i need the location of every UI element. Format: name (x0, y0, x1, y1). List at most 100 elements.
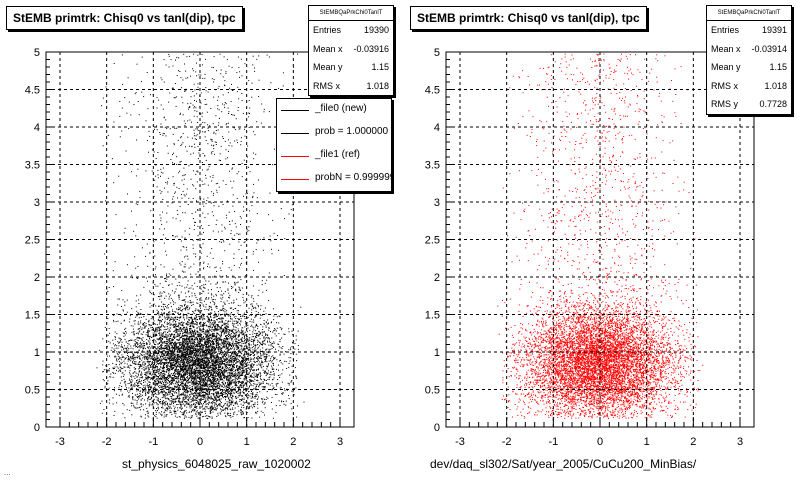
scatter-point (271, 367, 273, 369)
scatter-point (228, 65, 230, 67)
scatter-point (226, 389, 228, 391)
scatter-point (180, 350, 182, 352)
scatter-point (196, 181, 198, 183)
scatter-point (177, 409, 179, 411)
scatter-point (169, 351, 171, 353)
scatter-point (264, 356, 266, 357)
scatter-point (224, 84, 226, 86)
scatter-point (233, 374, 235, 376)
scatter-point (272, 379, 274, 381)
scatter-point (136, 363, 138, 365)
scatter-point (216, 329, 218, 331)
scatter-point (200, 365, 202, 367)
scatter-point (178, 380, 180, 382)
scatter-point (235, 400, 237, 402)
scatter-point (174, 343, 176, 345)
scatter-point (198, 357, 200, 359)
scatter-point (209, 318, 210, 320)
scatter-point (215, 283, 217, 285)
scatter-point (102, 338, 104, 340)
scatter-point (182, 338, 183, 340)
scatter-point (202, 153, 204, 154)
scatter-point (215, 224, 217, 225)
scatter-point (159, 351, 161, 353)
scatter-point (191, 321, 193, 323)
scatter-point (222, 375, 224, 377)
scatter-point (168, 293, 170, 295)
scatter-point (204, 344, 206, 345)
scatter-point (205, 392, 207, 394)
scatter-point (226, 375, 227, 377)
scatter-point (225, 397, 227, 399)
scatter-point (231, 322, 233, 324)
scatter-point (130, 356, 132, 358)
scatter-point (222, 363, 223, 364)
scatter-point (191, 366, 193, 368)
scatter-point (129, 382, 131, 384)
scatter-point (232, 314, 234, 316)
scatter-point (263, 320, 265, 321)
scatter-point (163, 412, 165, 414)
scatter-point (191, 398, 193, 400)
scatter-point (195, 128, 197, 130)
scatter-point (164, 318, 166, 320)
scatter-point (233, 412, 234, 414)
scatter-point (140, 313, 141, 315)
scatter-point (169, 348, 171, 350)
scatter-point (166, 313, 168, 314)
scatter-point (231, 387, 233, 389)
scatter-point (158, 363, 160, 365)
scatter-point (219, 365, 221, 367)
scatter-point (240, 279, 242, 281)
scatter-point (256, 360, 258, 362)
scatter-point (264, 358, 266, 360)
scatter-point (265, 349, 267, 350)
scatter-point (167, 404, 169, 406)
scatter-point (203, 344, 205, 346)
scatter-point (166, 337, 168, 339)
scatter-point (189, 339, 190, 341)
scatter-point (217, 348, 219, 350)
scatter-point (246, 312, 248, 314)
scatter-point (229, 369, 231, 371)
scatter-point (218, 313, 220, 315)
scatter-point (195, 361, 197, 362)
scatter-point (198, 355, 199, 357)
scatter-point (161, 342, 163, 344)
scatter-point (136, 277, 138, 279)
scatter-point (130, 365, 132, 367)
scatter-point (200, 397, 202, 399)
scatter-point (131, 376, 133, 378)
scatter-point (239, 385, 241, 387)
scatter-point (256, 394, 258, 396)
scatter-point (141, 351, 143, 353)
scatter-point (192, 398, 194, 400)
scatter-point (169, 342, 171, 344)
scatter-point (180, 369, 182, 371)
scatter-point (200, 373, 202, 375)
scatter-point (215, 409, 217, 411)
scatter-point (140, 294, 142, 296)
scatter-point (197, 239, 199, 241)
scatter-point (214, 371, 216, 373)
scatter-point (189, 329, 191, 330)
scatter-point (286, 389, 288, 391)
scatter-point (157, 351, 159, 353)
scatter-point (229, 378, 231, 380)
scatter-point (243, 357, 245, 359)
scatter-point (150, 353, 152, 354)
scatter-point (197, 302, 199, 304)
scatter-point (241, 340, 243, 342)
scatter-point (209, 416, 211, 418)
scatter-point (212, 370, 214, 372)
scatter-point (189, 366, 191, 367)
scatter-point (146, 356, 148, 358)
scatter-point (268, 338, 270, 340)
scatter-point (206, 330, 208, 332)
scatter-point (182, 357, 184, 359)
scatter-point (207, 317, 209, 319)
scatter-point (198, 259, 200, 261)
scatter-point (173, 402, 174, 404)
scatter-point (193, 360, 195, 362)
scatter-point (184, 266, 186, 268)
